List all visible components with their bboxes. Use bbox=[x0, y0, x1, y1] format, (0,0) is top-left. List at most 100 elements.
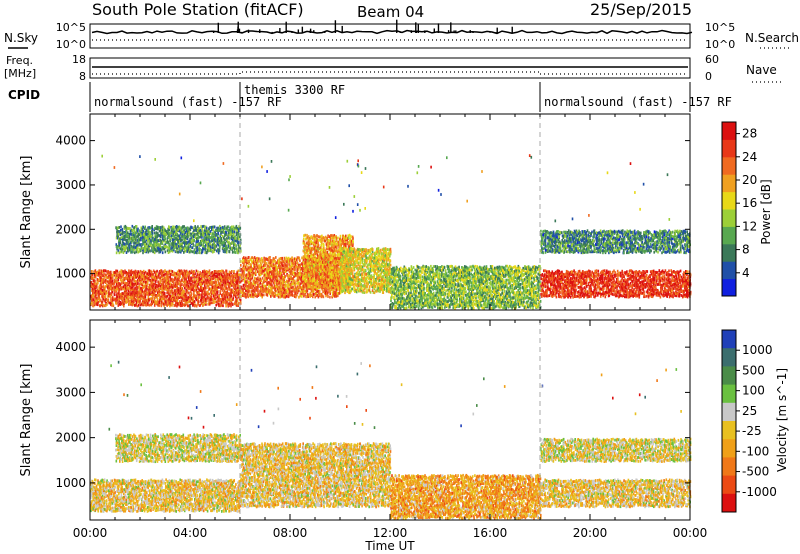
nsky-label: N.Sky bbox=[4, 31, 38, 45]
data-cell bbox=[327, 251, 329, 254]
data-cell bbox=[168, 243, 170, 246]
data-cell bbox=[98, 301, 100, 304]
data-cell bbox=[274, 273, 276, 276]
data-cell bbox=[198, 291, 200, 294]
data-cell bbox=[97, 303, 99, 306]
data-cell bbox=[97, 278, 99, 281]
data-cell bbox=[223, 271, 225, 274]
data-cell bbox=[317, 253, 319, 256]
data-cell bbox=[102, 301, 104, 304]
data-cell bbox=[172, 302, 174, 305]
data-cell bbox=[114, 293, 116, 296]
nave-axis-top: 60 bbox=[705, 53, 719, 66]
data-cell bbox=[146, 245, 148, 248]
data-cell bbox=[323, 259, 325, 262]
data-cell bbox=[231, 302, 233, 305]
data-cell bbox=[245, 266, 247, 269]
data-cell bbox=[301, 290, 303, 293]
data-cell bbox=[184, 227, 186, 230]
data-cell bbox=[108, 298, 110, 301]
data-cell bbox=[220, 227, 222, 230]
data-cell bbox=[319, 290, 321, 293]
data-cell bbox=[280, 286, 282, 289]
data-cell bbox=[266, 293, 268, 296]
data-cell bbox=[176, 275, 178, 278]
data-cell bbox=[294, 268, 296, 271]
data-cell bbox=[125, 271, 127, 274]
data-cell bbox=[321, 248, 323, 251]
data-cell bbox=[215, 278, 217, 281]
data-cell bbox=[122, 279, 124, 282]
data-cell bbox=[253, 285, 255, 288]
data-cell bbox=[196, 270, 198, 273]
data-cell bbox=[159, 304, 161, 307]
data-cell bbox=[181, 283, 183, 286]
data-cell bbox=[230, 305, 232, 308]
data-cell bbox=[250, 282, 252, 285]
data-cell bbox=[128, 269, 130, 272]
data-cell bbox=[234, 227, 236, 230]
data-cell bbox=[319, 273, 321, 276]
data-cell bbox=[245, 293, 247, 296]
data-cell bbox=[117, 270, 119, 273]
data-cell bbox=[147, 283, 149, 286]
data-cell bbox=[241, 276, 243, 279]
data-cell bbox=[221, 304, 223, 307]
data-cell bbox=[122, 231, 124, 234]
data-cell bbox=[96, 297, 98, 300]
data-cell bbox=[258, 257, 260, 260]
data-cell bbox=[307, 289, 309, 292]
data-cell bbox=[307, 283, 309, 286]
data-cell bbox=[112, 280, 114, 283]
data-cell bbox=[238, 273, 240, 276]
data-cell bbox=[287, 267, 289, 270]
data-cell bbox=[337, 292, 339, 295]
data-cell bbox=[324, 237, 326, 240]
data-cell bbox=[145, 236, 147, 239]
data-cell bbox=[318, 296, 320, 299]
date-title: 25/Sep/2015 bbox=[590, 0, 692, 19]
data-cell bbox=[187, 280, 189, 283]
data-cell bbox=[331, 267, 333, 270]
data-cell bbox=[201, 294, 203, 297]
data-cell bbox=[263, 285, 265, 288]
data-cell bbox=[303, 293, 305, 296]
data-cell bbox=[285, 284, 287, 287]
data-cell bbox=[194, 300, 196, 303]
data-cell bbox=[154, 232, 156, 235]
data-cell bbox=[200, 304, 202, 307]
data-cell bbox=[210, 298, 212, 301]
data-cell bbox=[227, 280, 229, 283]
data-cell bbox=[325, 285, 327, 288]
data-cell bbox=[289, 290, 291, 293]
data-cell bbox=[240, 264, 242, 267]
data-cell bbox=[219, 249, 221, 252]
data-cell bbox=[100, 284, 102, 287]
data-cell bbox=[234, 247, 236, 250]
data-cell bbox=[314, 258, 316, 261]
data-cell bbox=[112, 296, 114, 299]
data-cell bbox=[140, 239, 142, 242]
data-cell bbox=[257, 260, 259, 263]
data-cell bbox=[122, 241, 124, 244]
nsky-axis-top: 10^5 bbox=[56, 21, 86, 34]
data-cell bbox=[187, 290, 189, 293]
data-cell bbox=[291, 286, 293, 289]
data-cell bbox=[287, 274, 289, 277]
freq-axis-bottom: 8 bbox=[79, 70, 86, 83]
data-cell bbox=[118, 233, 120, 236]
data-cell bbox=[307, 252, 309, 255]
data-cell bbox=[307, 273, 309, 276]
data-cell bbox=[257, 270, 259, 273]
data-cell bbox=[128, 293, 130, 296]
data-cell bbox=[307, 249, 309, 252]
data-cell bbox=[316, 237, 318, 240]
data-cell bbox=[315, 276, 317, 279]
data-cell bbox=[112, 303, 114, 306]
data-cell bbox=[229, 271, 231, 274]
data-cell bbox=[200, 225, 202, 228]
data-cell bbox=[137, 244, 139, 247]
data-cell bbox=[224, 238, 226, 241]
data-cell bbox=[223, 244, 225, 247]
data-cell bbox=[192, 246, 194, 249]
